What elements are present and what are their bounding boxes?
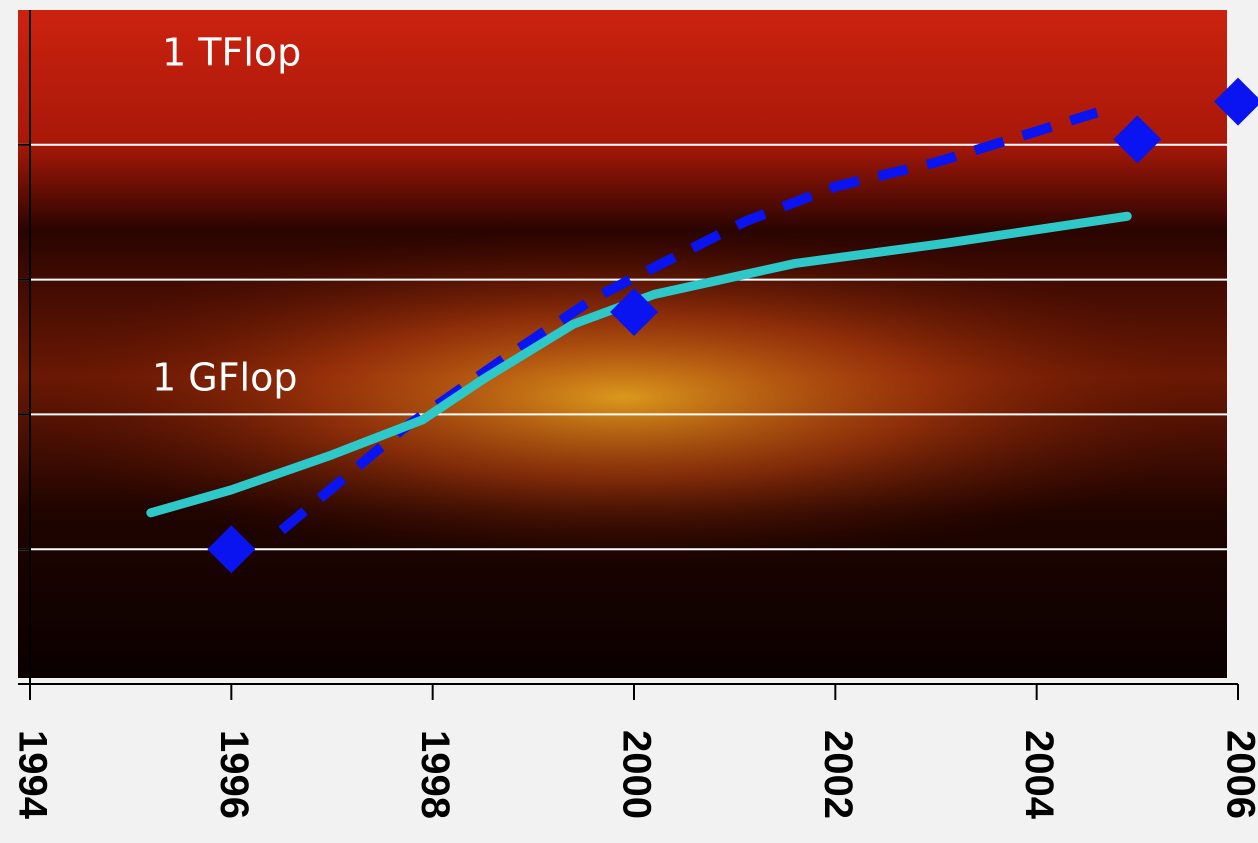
diamond-marker	[1113, 115, 1162, 164]
x-tick-label: 2002	[816, 730, 860, 819]
annotation: 1 GFlop	[152, 356, 298, 400]
plot-glow	[18, 10, 1227, 678]
x-tick-label: 1994	[10, 730, 54, 820]
annotation: 1 TFlop	[162, 31, 301, 75]
x-tick-label: 2006	[1218, 730, 1258, 819]
diamond-marker	[207, 525, 256, 574]
x-tick-label: 1996	[212, 730, 256, 819]
x-tick-label: 1998	[413, 730, 457, 819]
x-tick-label: 2000	[614, 730, 658, 819]
x-tick-label: 2004	[1017, 730, 1061, 820]
diamond-marker	[610, 287, 658, 336]
trend-line	[146, 211, 1132, 518]
diamond-marker	[1214, 77, 1258, 126]
